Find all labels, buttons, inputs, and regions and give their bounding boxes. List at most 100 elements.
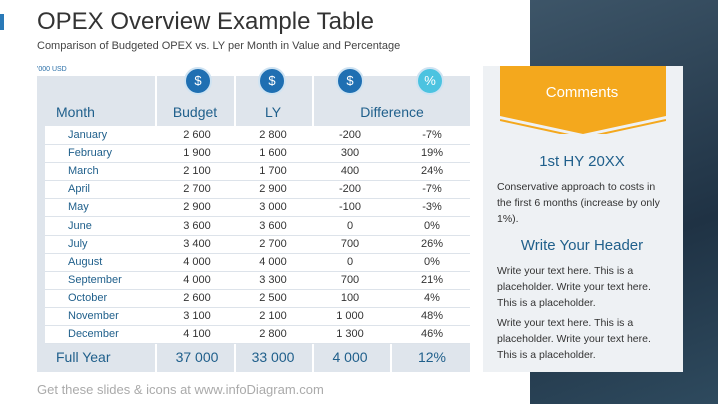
table-cell: August: [68, 255, 103, 268]
col-sep: [234, 343, 236, 372]
col-sep: [312, 343, 314, 372]
row-line: [45, 162, 470, 164]
table-cell: 0%: [424, 219, 440, 232]
table-cell: 1 600: [259, 147, 287, 160]
table-cell: 3 300: [259, 273, 287, 286]
title: OPEX Overview Example Table: [37, 8, 375, 35]
row-strip: [37, 126, 45, 343]
column-header: Budget: [172, 104, 218, 120]
icon: $: [184, 67, 212, 95]
table-cell: April: [68, 183, 91, 196]
total-cell: 12%: [417, 349, 447, 365]
table-cell: 4 000: [259, 255, 287, 268]
table-cell: 2 900: [183, 201, 211, 214]
row-line: [45, 288, 470, 290]
table-cell: 2 800: [259, 129, 287, 141]
table-cell: 1 700: [259, 165, 287, 178]
row-line: [45, 325, 470, 326]
table-cell: May: [68, 201, 89, 214]
table-cell: 24%: [420, 165, 444, 178]
table-cell: 300: [340, 147, 360, 160]
col-sep: [155, 343, 157, 372]
total-bg: [37, 343, 470, 372]
col-sep: [234, 76, 236, 126]
comments-title: Comments: [545, 84, 619, 101]
table-cell: February: [68, 147, 113, 160]
table-cell: -200: [338, 183, 362, 196]
table-cell: 2 900: [259, 183, 287, 196]
comments-banner: [500, 66, 666, 134]
total-cell: 33 000: [251, 349, 295, 365]
table-cell: November: [68, 310, 119, 322]
row-line: [45, 270, 470, 272]
column-header: Month: [56, 104, 95, 120]
row-line: [45, 144, 470, 145]
table-cell: 400: [340, 165, 360, 178]
row-line: [45, 306, 470, 308]
header-bg: [37, 76, 470, 126]
col-sep: [312, 76, 314, 126]
table-cell: 46%: [420, 328, 444, 341]
footer: Get these slides & icons at www.infoDiag…: [37, 382, 324, 397]
table-cell: 26%: [420, 237, 444, 250]
comment-heading: Write Your Header: [520, 237, 644, 254]
icon: %: [416, 67, 444, 95]
table-cell: -100: [338, 201, 362, 214]
table-cell: 3 600: [183, 219, 211, 232]
unit-note: '000 USD: [37, 66, 67, 73]
comment-text: Write your text here. This is a placehol…: [497, 317, 651, 361]
row-line: [45, 343, 470, 345]
table-cell: 700: [340, 237, 360, 250]
column-header: Difference: [360, 104, 424, 120]
table-cell: 2 100: [259, 310, 287, 322]
row-line: [45, 252, 470, 254]
table-cell: 2 600: [183, 129, 211, 141]
table-cell: 0: [346, 219, 354, 232]
table-cell: March: [68, 165, 99, 178]
row-line: [45, 198, 470, 200]
table-cell: -7%: [422, 129, 442, 141]
table-cell: 2 500: [259, 291, 287, 304]
row-line: [45, 216, 470, 218]
subtitle: Comparison of Budgeted OPEX vs. LY per M…: [37, 40, 401, 52]
col-sep: [155, 76, 157, 126]
table-cell: 700: [340, 273, 360, 286]
table-cell: -3%: [422, 201, 442, 214]
accent-bar: [0, 14, 4, 30]
total-cell: 4 000: [332, 349, 368, 365]
table-cell: 3 100: [183, 310, 211, 322]
total-cell: Full Year: [56, 349, 111, 365]
table-cell: -200: [338, 129, 362, 141]
icon: $: [258, 67, 286, 95]
row-line: [45, 180, 470, 182]
table-cell: December: [68, 328, 119, 341]
table-cell: June: [68, 219, 92, 232]
table-cell: 48%: [420, 310, 444, 322]
table-cell: October: [68, 291, 108, 304]
table-cell: 2 800: [259, 328, 287, 341]
table-cell: 2 600: [183, 291, 211, 304]
icon: $: [336, 67, 364, 95]
table-cell: January: [68, 129, 108, 141]
table-cell: 1 300: [336, 328, 364, 341]
table-cell: -7%: [422, 183, 442, 196]
col-sep: [390, 343, 392, 372]
table-cell: 3 400: [183, 237, 211, 250]
table-cell: 1 000: [336, 310, 364, 322]
table-cell: 100: [340, 291, 360, 304]
table-cell: 4 000: [183, 255, 211, 268]
total-cell: 37 000: [175, 349, 219, 365]
table-cell: 4%: [424, 291, 440, 304]
table-cell: 4 000: [183, 273, 211, 286]
table-cell: 4 100: [183, 328, 211, 341]
comment-text: Conservative approach to costs in the fi…: [497, 181, 660, 225]
table-cell: 19%: [420, 147, 444, 160]
table-cell: September: [68, 273, 122, 286]
table-cell: 1 900: [183, 147, 211, 160]
table-cell: 0%: [424, 255, 440, 268]
comment-heading: 1st HY 20XX: [539, 153, 625, 170]
row-line: [45, 234, 470, 236]
table-cell: 2 700: [183, 183, 211, 196]
table-cell: July: [68, 237, 88, 250]
